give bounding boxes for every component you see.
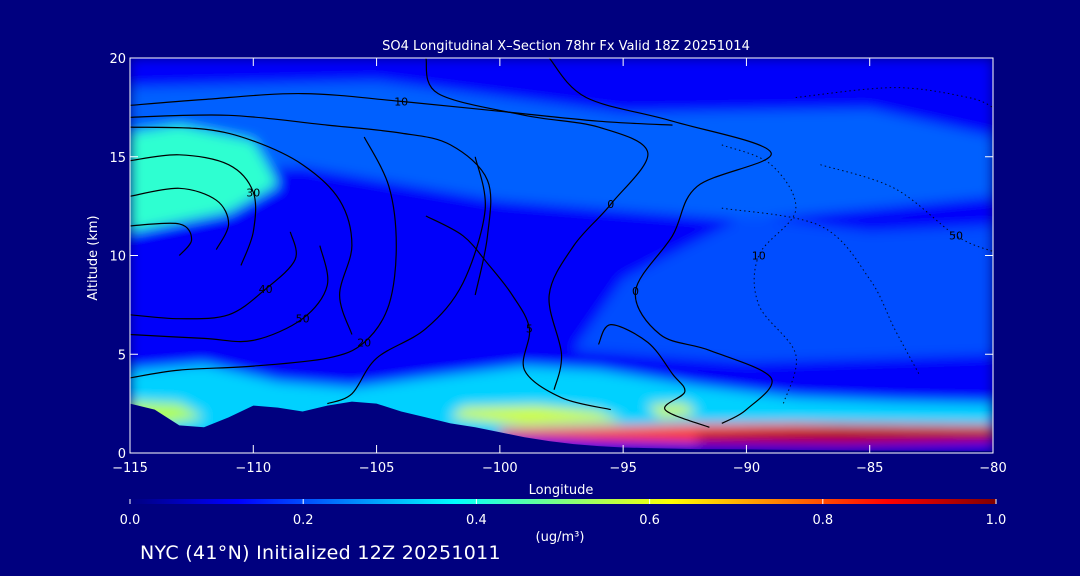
x-tick-label: −100 [482,461,518,476]
contour-line [130,92,673,126]
concentration-region [573,216,993,363]
contour-line [597,323,710,428]
contour-line [327,156,486,405]
x-tick-label: −110 [235,461,271,476]
contour-line [820,164,993,252]
y-tick-label: 20 [109,52,126,67]
x-axis-label: Longitude [529,483,594,498]
terrain-mask [130,401,993,453]
y-axis: 0 5 10 15 20 [109,52,993,462]
colorbar-tick-label: 0.8 [812,513,833,528]
contour-line [130,187,230,250]
contour-label: 0 [632,285,639,298]
x-tick-label: −105 [359,461,395,476]
contour-label: 30 [246,186,260,199]
colorbar-tick-label: 0.0 [120,513,141,528]
colorbar-gradient [130,499,996,504]
y-tick-label: 5 [118,348,126,363]
colorbar: 0.0 0.2 0.4 0.6 0.8 1.0 (ug/m³) [120,499,1007,545]
plot-area: 10 30 40 50 20 0 0 5 10 50 [130,58,993,453]
x-tick-label: −90 [733,461,760,476]
colorbar-ticks: 0.0 0.2 0.4 0.6 0.8 1.0 [120,499,1007,528]
chart-title: SO4 Longitudinal X–Section 78hr Fx Valid… [382,39,750,54]
colorbar-label: (ug/m³) [536,530,585,545]
colorbar-tick-label: 0.2 [293,513,314,528]
contour-label: 50 [949,230,963,243]
colorbar-tick-label: 1.0 [986,513,1007,528]
contour-line [130,222,193,256]
contour-line [795,87,993,108]
x-tick-label: −115 [112,461,148,476]
concentration-region [647,403,698,418]
y-tick-label: 0 [118,447,126,462]
contour-label: 50 [296,313,310,326]
contour-lines: 10 30 40 50 20 0 0 5 10 50 [130,58,993,428]
contour-label: 20 [357,336,371,349]
concentration-field [130,58,993,453]
colorbar-tick-label: 0.4 [466,513,487,528]
x-tick-label: −80 [979,461,1006,476]
contour-line [130,231,297,320]
contour-label: 10 [752,250,766,263]
colorbar-tick-label: 0.6 [639,513,660,528]
y-tick-label: 15 [109,151,126,166]
contour-label: 0 [607,198,614,211]
concentration-region [130,81,993,220]
x-tick-label: −95 [609,461,636,476]
contour-line [130,136,397,379]
contour-line [425,58,649,390]
concentration-region [130,125,278,232]
contour-line [130,154,257,266]
contour-line [130,114,492,296]
concentration-region [450,405,624,426]
contour-label: 40 [259,283,273,296]
contour-line [425,215,611,411]
y-axis-label: Altitude (km) [86,215,101,300]
contour-line [721,207,920,375]
contour-line [548,58,773,424]
contour-line [130,245,329,343]
x-axis: −115 −110 −105 −100 −95 −90 −85 −80 [112,58,1007,476]
contour-label: 5 [526,323,533,336]
contour-line [130,126,353,335]
concentration-region [697,427,993,446]
contour-label: 10 [394,95,408,108]
footer-caption: NYC (41°N) Initialized 12Z 20251011 [140,542,501,564]
y-tick-label: 10 [109,250,126,265]
x-tick-label: −85 [856,461,883,476]
terrain-region [130,401,993,453]
